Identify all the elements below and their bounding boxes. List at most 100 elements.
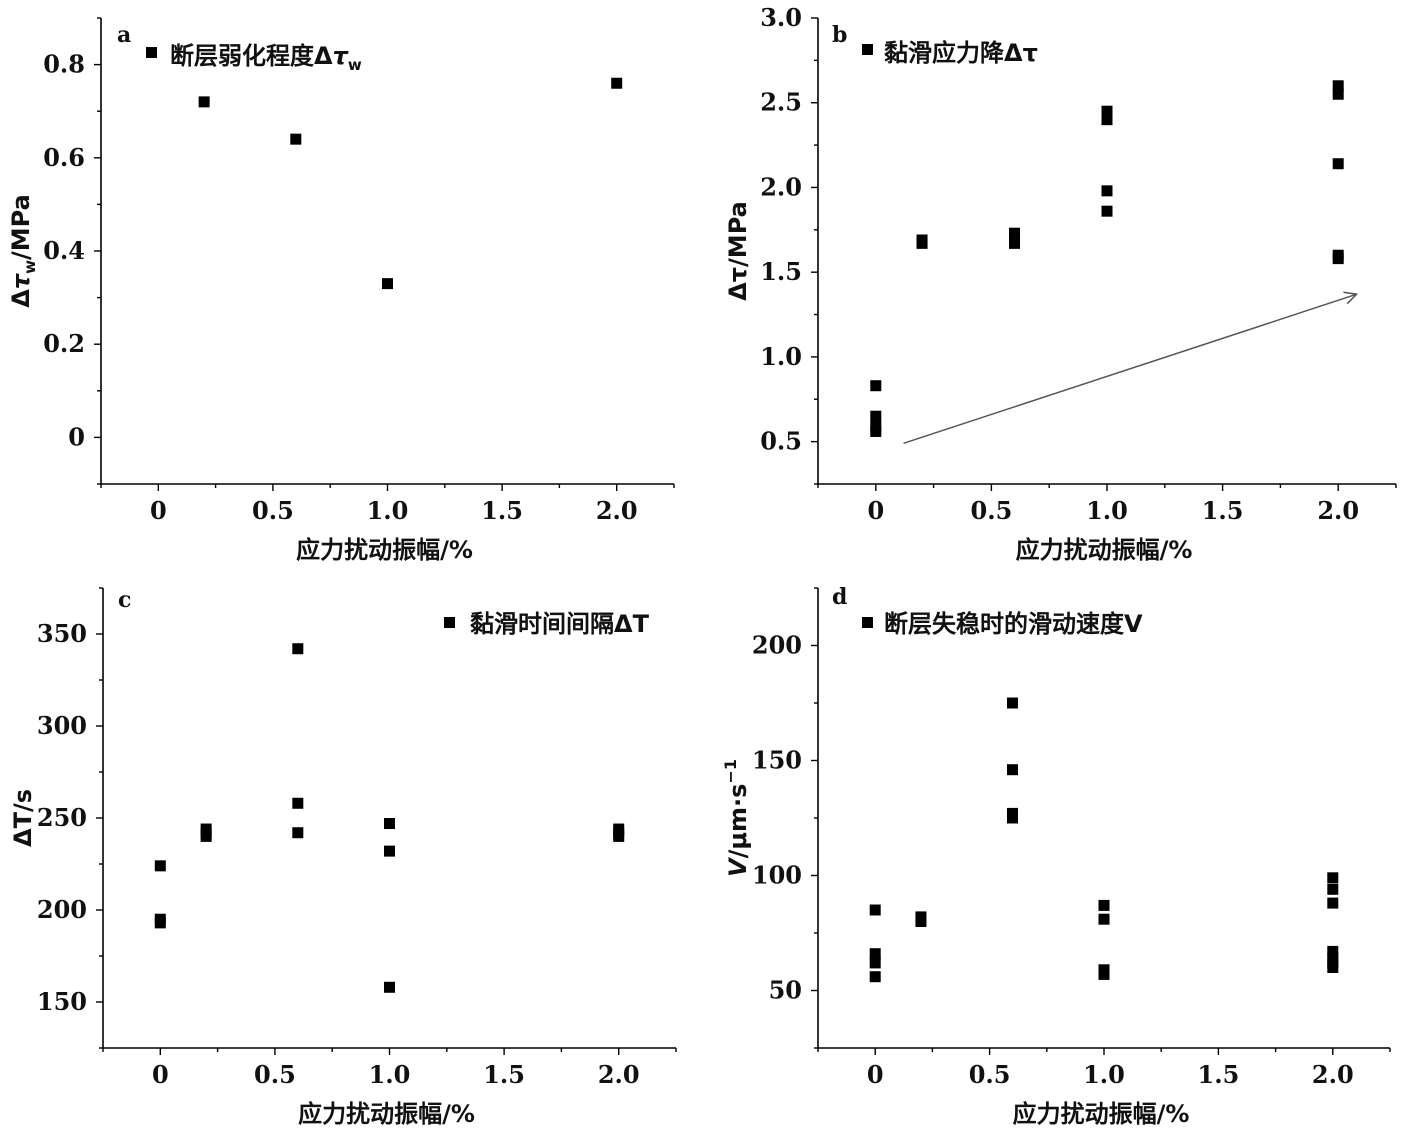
y-tick-label: 3.0: [760, 3, 802, 32]
data-point: [1327, 897, 1339, 909]
x-tick-label: 2.0: [1312, 1060, 1354, 1089]
data-point: [611, 77, 623, 89]
panel-a: 0 0.5 1.0 1.5 2.0 0 0.2 0.4 0.6 0.8 应力扰动振幅/% Δτw/MP…: [7, 17, 675, 564]
y-axis-title: V/μm·s−1: [721, 759, 752, 877]
y-tick-label: 150: [752, 746, 802, 775]
x-tick-label: 0: [152, 1060, 169, 1089]
y-axis-title: ΔT/s: [9, 789, 37, 847]
y-tick-label: 350: [37, 619, 87, 648]
data-point: [1101, 205, 1113, 217]
y-tick-label: 2.0: [760, 172, 802, 201]
data-point: [869, 957, 881, 969]
x-tick-label: 2.0: [1317, 496, 1359, 525]
y-axis-title: Δτ/MPa: [724, 201, 752, 301]
y-tick-label: 50: [769, 976, 802, 1005]
data-point: [1006, 812, 1018, 824]
data-point: [292, 797, 304, 809]
x-axis-title: 应力扰动振幅/%: [1013, 1100, 1190, 1128]
data-point: [1098, 968, 1110, 980]
data-point: [382, 278, 393, 290]
x-axis-title: 应力扰动振幅/%: [298, 1100, 475, 1128]
data-point: [613, 830, 625, 842]
panel-d: 0 0.5 1.0 1.5 2.0 50 100 150 200 应力扰动振幅/% V/μm·s−1…: [721, 584, 1391, 1128]
y-tick-label: 0.2: [43, 329, 85, 358]
y-tick-label: 300: [37, 711, 87, 740]
x-tick-label: 1.0: [369, 1060, 411, 1089]
x-axis-title: 应力扰动振幅/%: [296, 536, 473, 564]
data-point: [198, 96, 210, 108]
x-tick-label: 0.5: [971, 496, 1013, 525]
legend-marker: [862, 617, 873, 628]
x-tick-label: 0: [867, 496, 884, 525]
y-tick-label: 0.8: [43, 50, 85, 79]
x-axis-title: 应力扰动振幅/%: [1016, 536, 1193, 564]
data-point: [200, 830, 212, 842]
data-point: [869, 971, 881, 983]
x-tick-label: 1.0: [1083, 1060, 1125, 1089]
y-tick-label: 200: [752, 631, 802, 660]
data-point: [1332, 88, 1344, 100]
y-tick-label: 0: [68, 422, 85, 451]
panel-b: 0 0.5 1.0 1.5 2.0 0.5 1.0 1.5 2.0 2.5 3.0 应力扰动振幅/% Δ…: [724, 3, 1397, 564]
x-tick-label: 1.0: [1086, 496, 1128, 525]
data-point: [1332, 253, 1344, 265]
x-tick-label: 2.0: [596, 496, 638, 525]
data-point: [1327, 962, 1339, 973]
data-point: [1327, 872, 1339, 884]
y-tick-label: 100: [752, 861, 802, 890]
data-point: [869, 948, 881, 960]
panel-letter: c: [118, 587, 131, 613]
y-tick-label: 200: [37, 895, 87, 924]
data-point: [1098, 899, 1110, 911]
data-point: [1101, 109, 1113, 121]
x-tick-label: 1.5: [1202, 496, 1244, 525]
legend-label: 断层失稳时的滑动速度V: [884, 610, 1143, 638]
data-point: [1098, 913, 1110, 925]
y-tick-label: 2.5: [760, 88, 802, 117]
data-point: [154, 860, 166, 872]
data-point: [1006, 764, 1018, 776]
data-point: [384, 845, 395, 857]
y-tick-label: 250: [37, 803, 87, 832]
panel-c: 0 0.5 1.0 1.5 2.0 150 200 250 300 350 应力扰动振幅/% ΔT/s…: [9, 587, 677, 1128]
data-point: [1332, 80, 1344, 92]
data-point: [292, 643, 304, 655]
data-point: [915, 916, 927, 927]
x-tick-label: 0.5: [252, 496, 294, 525]
data-point: [1006, 697, 1018, 709]
y-tick-label: 1.0: [760, 342, 802, 371]
panel-letter: d: [832, 584, 847, 610]
x-tick-label: 2.0: [598, 1060, 640, 1089]
data-point: [870, 425, 882, 437]
x-tick-label: 1.5: [1198, 1060, 1240, 1089]
data-point: [1332, 158, 1344, 170]
data-point: [1101, 185, 1113, 197]
data-point: [1327, 883, 1339, 895]
data-point: [154, 917, 166, 929]
data-point: [384, 981, 395, 993]
y-tick-label: 150: [37, 987, 87, 1016]
y-tick-label: 0.5: [760, 427, 802, 456]
data-point: [384, 818, 395, 830]
legend-marker: [862, 44, 873, 55]
legend-label: 黏滑应力降Δτ: [884, 39, 1038, 67]
legend-label: 断层弱化程度Δτw: [170, 42, 362, 74]
data-point: [1009, 237, 1021, 249]
x-tick-label: 1.0: [367, 496, 409, 525]
x-tick-label: 0: [150, 496, 167, 525]
x-tick-label: 0.5: [254, 1060, 296, 1089]
panel-letter: b: [832, 22, 847, 48]
x-tick-label: 0.5: [969, 1060, 1011, 1089]
x-tick-label: 0: [867, 1060, 884, 1089]
y-tick-label: 0.4: [43, 236, 85, 265]
legend-marker: [146, 47, 157, 58]
data-point: [870, 380, 882, 392]
legend-label: 黏滑时间间隔ΔT: [470, 610, 650, 638]
data-point: [1327, 945, 1339, 957]
data-point: [916, 237, 928, 249]
trend-arrow: [903, 294, 1357, 445]
x-tick-label: 1.5: [483, 1060, 525, 1089]
y-tick-label: 1.5: [760, 257, 802, 286]
data-point: [290, 133, 302, 145]
